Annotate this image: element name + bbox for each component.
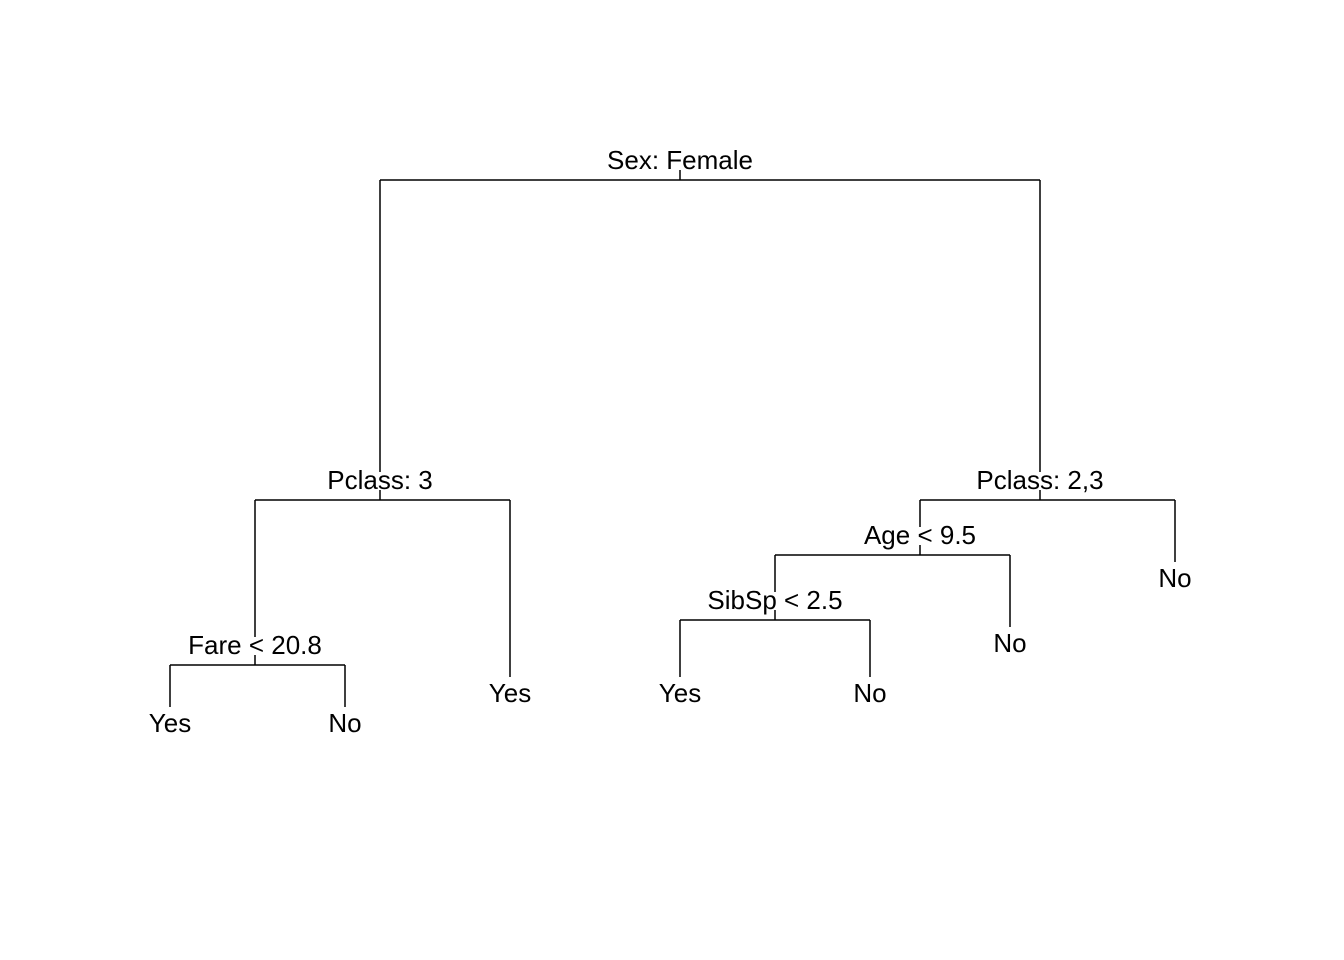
tree-leaf-label: No xyxy=(853,678,886,708)
tree-split-label: Pclass: 2,3 xyxy=(976,465,1103,495)
decision-tree-diagram: Sex: Female Pclass: 3 Pclass: 2,3 Fare < 20… xyxy=(0,0,1344,960)
tree-leaf-label: No xyxy=(1158,563,1191,593)
tree-leaf-label: No xyxy=(328,708,361,738)
tree-leaf-label: Yes xyxy=(489,678,531,708)
tree-leaf-label: No xyxy=(993,628,1026,658)
tree-split-label: Age < 9.5 xyxy=(864,520,976,550)
tree-leaf-label: Yes xyxy=(149,708,191,738)
tree-split-label: Sex: Female xyxy=(607,145,753,175)
tree-leaf-label: Yes xyxy=(659,678,701,708)
tree-split-label: Pclass: 3 xyxy=(327,465,433,495)
tree-split-label: Fare < 20.8 xyxy=(188,630,322,660)
tree-split-label: SibSp < 2.5 xyxy=(707,585,842,615)
